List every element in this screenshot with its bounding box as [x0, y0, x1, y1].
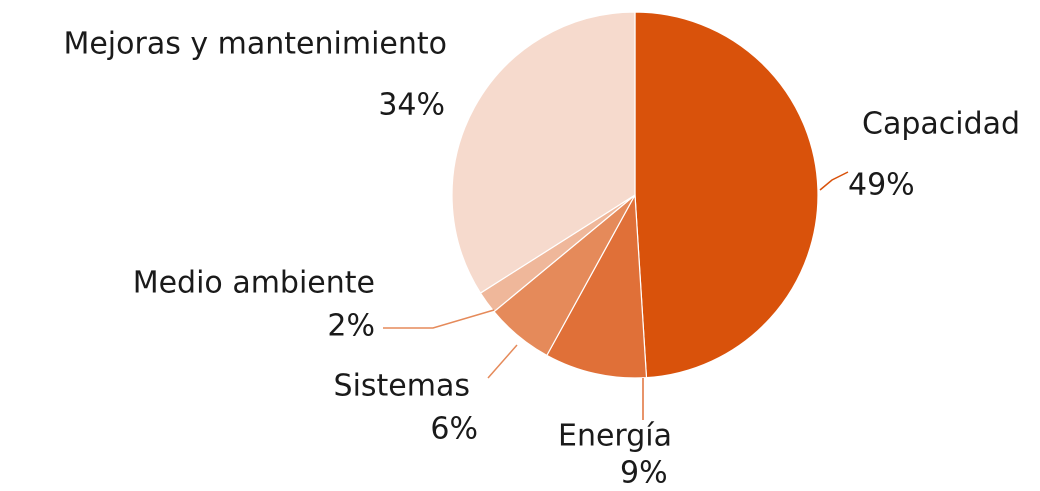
slice-label: Medio ambiente: [133, 266, 375, 301]
slice-value-label: 9%: [620, 456, 668, 491]
pie-slice: [634, 11, 819, 379]
leader-line: [819, 171, 849, 191]
slice-value-label: 6%: [430, 412, 478, 447]
leader-line: [487, 344, 518, 379]
slice-value-label: 2%: [327, 309, 375, 344]
slice-value-label: 34%: [378, 88, 445, 123]
pie-slice: [451, 11, 636, 294]
slice-label: Mejoras y mantenimiento: [63, 27, 447, 62]
leader-line: [383, 309, 495, 329]
slice-label: Energía: [558, 419, 672, 454]
slice-value-label: 49%: [848, 168, 915, 203]
pie-slice: [546, 192, 648, 379]
slice-label: Capacidad: [862, 107, 1020, 142]
slice-label: Sistemas: [334, 369, 470, 404]
